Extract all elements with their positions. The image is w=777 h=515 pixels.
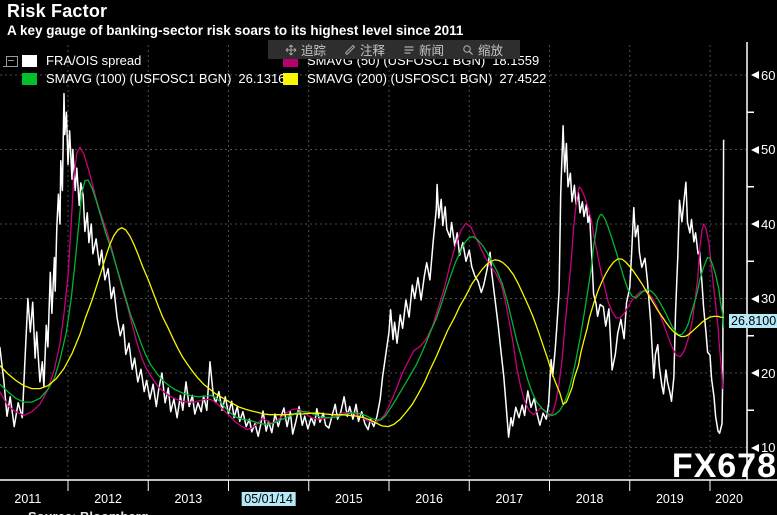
toolbar-zoom-label: 缩放 (478, 44, 504, 58)
y-axis-label: 20 (747, 365, 775, 381)
legend-value: 26.1316 (238, 71, 286, 86)
smavg200-swatch (283, 72, 298, 85)
toolbar-annotate-label: 注释 (360, 44, 386, 58)
x-axis-label: 2017 (495, 492, 524, 506)
toolbar-news-label: 新闻 (419, 44, 445, 58)
series-line (0, 146, 725, 431)
x-axis-label: 2016 (415, 492, 443, 506)
toolbar-track-button[interactable]: 追踪 (276, 40, 335, 59)
chart-toolbar: 追踪 注释 新闻 缩放 (268, 40, 521, 59)
x-axis-label: 2012 (94, 492, 122, 506)
series-line (0, 179, 725, 426)
toolbar-annotate-button[interactable]: 注释 (335, 40, 394, 59)
toolbar-news-button[interactable]: 新闻 (394, 40, 453, 59)
fra-ois-swatch (22, 54, 37, 67)
x-axis-label: 2018 (575, 492, 604, 506)
legend-item-smavg200[interactable]: SMAVG (200) (USFOSC1 BGN) 27.4522 (283, 71, 546, 86)
source-text: Source: Bloomberg (28, 509, 149, 515)
x-axis-label: 2013 (174, 492, 203, 506)
y-axis-label: 60 (747, 67, 775, 83)
legend-label: SMAVG (200) (USFOSC1 BGN) (307, 71, 493, 86)
series-line (0, 92, 725, 438)
magnifier-icon (463, 44, 474, 55)
pencil-icon (345, 44, 356, 54)
news-list-icon (404, 45, 414, 54)
y-axis-label: 30 (747, 291, 775, 307)
legend-label: FRA/OIS spread (46, 53, 142, 68)
y-axis-label: 10 (747, 440, 775, 456)
toolbar-zoom-button[interactable]: 缩放 (453, 40, 512, 59)
legend-item-smavg100[interactable]: SMAVG (100) (USFOSC1 BGN) 26.1316 (22, 71, 285, 86)
x-axis-label: 2015 (334, 492, 363, 506)
watermark: FX678 (671, 447, 777, 485)
toolbar-track-label: 追踪 (301, 44, 327, 58)
page-subtitle: A key gauge of banking-sector risk soars… (7, 23, 464, 38)
page-title: Risk Factor (7, 1, 108, 21)
y-axis-label: 50 (747, 142, 775, 158)
legend-item-fra-ois[interactable]: FRA/OIS spread (22, 53, 141, 68)
x-axis-label: 2020 (715, 492, 743, 506)
legend-label: SMAVG (100) (USFOSC1 BGN) (46, 71, 232, 86)
crosshair-value-label: 26.8100 (729, 314, 777, 328)
y-axis-label: 40 (747, 216, 775, 232)
crosshair-move-icon (285, 44, 297, 55)
legend-collapse-icon[interactable] (3, 56, 18, 67)
x-axis-label: 2019 (655, 492, 684, 506)
smavg100-swatch (22, 72, 37, 85)
legend-value: 27.4522 (499, 71, 547, 86)
x-axis-label: 2011 (14, 492, 42, 506)
series-line (0, 227, 724, 428)
crosshair-date-label: 05/01/14 (241, 492, 296, 506)
